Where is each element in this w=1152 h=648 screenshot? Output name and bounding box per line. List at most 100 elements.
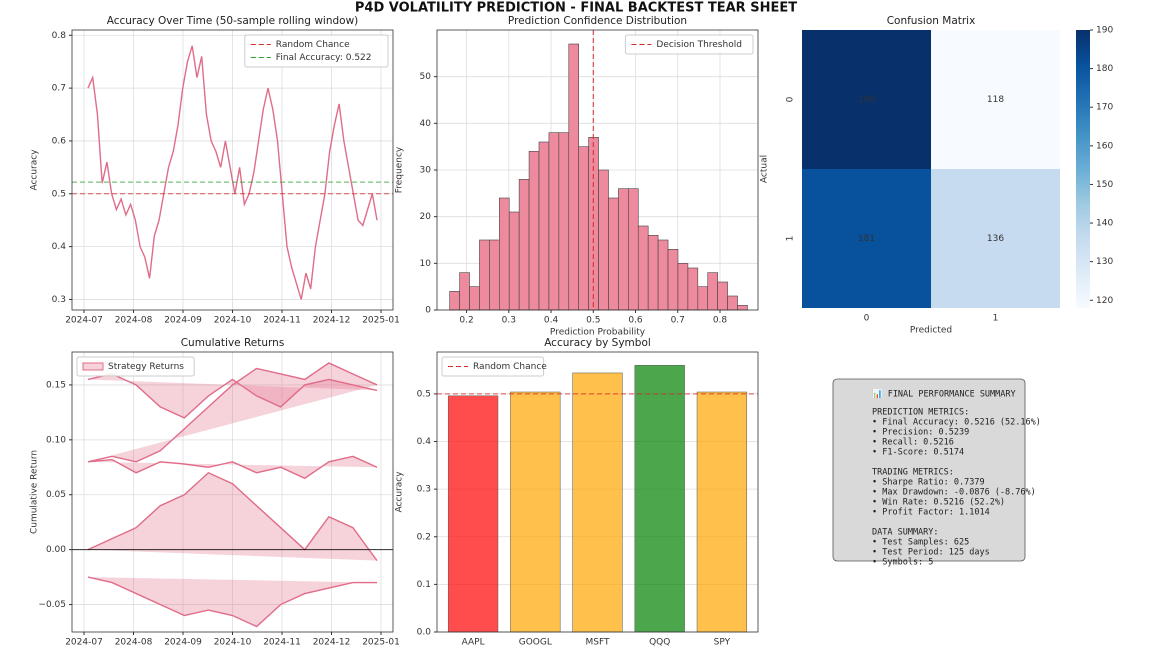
axes-frame (71, 29, 394, 311)
y-axis-label: Accuracy (395, 471, 405, 513)
histogram-bar (528, 151, 540, 311)
histogram-bar (449, 291, 460, 311)
legend-box (441, 356, 545, 377)
axes-frame (436, 351, 759, 633)
y-tick-label: 1 (786, 236, 796, 242)
y-tick-label: 0.5 (52, 189, 66, 199)
legend-label: Final Accuracy: 0.522 (276, 53, 372, 63)
cell-label: 136 (987, 234, 1004, 244)
colorbar-tick-label: 190 (1096, 26, 1113, 36)
y-tick-label: 0.8 (52, 31, 67, 41)
y-tick-label: 0.0 (417, 628, 432, 638)
area (87, 362, 378, 462)
y-tick-label: 0.7 (52, 84, 66, 94)
axes-title: Accuracy Over Time (50-sample rolling wi… (107, 15, 359, 27)
y-tick-label: 20 (420, 212, 432, 222)
x-tick-label: GOOGL (519, 638, 552, 648)
legend-box (244, 34, 389, 68)
histogram-bar (489, 239, 500, 311)
axes-title: Prediction Confidence Distribution (508, 15, 687, 27)
line (87, 576, 378, 628)
heatmap-cell (802, 30, 931, 169)
colorbar-tick-label: 160 (1096, 141, 1113, 151)
histogram-bar (508, 211, 520, 311)
x-tick-label: 0 (864, 314, 870, 324)
summary-title: 📊 FINAL PERFORMANCE SUMMARY (872, 389, 1016, 400)
area (87, 577, 378, 627)
colorbar-tick-label: 120 (1096, 296, 1113, 306)
y-tick-label: 0.3 (417, 485, 431, 495)
y-tick-label: 10 (420, 259, 432, 269)
x-axis-label: Predicted (910, 326, 952, 336)
histogram-bar (538, 141, 550, 311)
summary-line: • Test Samples: 625 (872, 538, 969, 548)
histogram-bar (548, 132, 560, 311)
x-tick-label: 0.2 (459, 316, 473, 326)
legend-box (624, 34, 754, 55)
legend-label: Strategy Returns (108, 362, 184, 372)
colorbar-tick-label: 170 (1096, 103, 1113, 113)
axes-frame (71, 351, 394, 633)
y-tick-label: 0.00 (46, 545, 66, 555)
axes-title: Cumulative Returns (181, 337, 285, 349)
histogram-bar (518, 179, 530, 311)
x-tick-label: 2024-11 (263, 638, 301, 648)
axes-title: Confusion Matrix (887, 15, 976, 27)
histogram-bar (717, 281, 728, 311)
area (87, 456, 378, 479)
histogram-bar (568, 43, 580, 311)
y-tick-label: 0 (786, 96, 796, 102)
axes-title: Accuracy by Symbol (544, 337, 651, 349)
axes-frame (436, 29, 759, 311)
y-tick-label: −0.05 (38, 600, 66, 610)
colorbar-tick-label: 140 (1096, 219, 1113, 229)
summary-heading: PREDICTION METRICS: (872, 408, 969, 418)
y-tick-label: 0.5 (417, 389, 431, 399)
x-tick-label: 2024-11 (263, 316, 301, 326)
x-tick-label: 2024-12 (313, 638, 351, 648)
x-tick-label: 2024-08 (115, 316, 153, 326)
legend-swatch (82, 362, 104, 371)
bar (510, 391, 561, 633)
x-tick-label: 0.3 (502, 316, 516, 326)
y-tick-label: 0.3 (52, 295, 66, 305)
x-axis-label: Prediction Probability (550, 328, 646, 338)
bar (572, 372, 623, 633)
histogram-bar (498, 197, 510, 311)
heatmap-cell (931, 30, 1060, 169)
y-tick-label: 40 (420, 119, 432, 129)
x-tick-label: SPY (714, 638, 731, 648)
summary-line: • Win Rate: 0.5216 (52.2%) (872, 498, 1005, 508)
histogram-bar (647, 235, 659, 311)
histogram-bar (578, 146, 589, 311)
line (87, 471, 378, 562)
y-tick-label: 0.1 (417, 580, 431, 590)
histogram-bar (707, 272, 718, 311)
legend-label: Random Chance (276, 40, 350, 50)
histogram-bar (677, 263, 689, 311)
y-tick-label: 0 (425, 306, 431, 316)
x-tick-label: 2024-10 (214, 316, 252, 326)
y-tick-label: 0.2 (417, 532, 431, 542)
x-tick-label: AAPL (462, 638, 485, 648)
histogram-bar (667, 249, 679, 311)
x-tick-label: 2025-01 (362, 316, 400, 326)
summary-line: • Test Period: 125 days (872, 548, 990, 558)
x-tick-label: 2024-08 (115, 638, 153, 648)
y-axis-label: Actual (760, 155, 770, 183)
line (87, 455, 378, 480)
x-tick-label: 0.5 (586, 316, 600, 326)
figure-title: P4D VOLATILITY PREDICTION - FINAL BACKTE… (355, 1, 797, 16)
histogram-bar (637, 225, 649, 311)
summary-heading: DATA SUMMARY: (872, 528, 939, 538)
summary-line: • Sharpe Ratio: 0.7379 (872, 478, 985, 488)
histogram-bar (687, 267, 699, 311)
summary-line: • Recall: 0.5216 (872, 438, 954, 448)
histogram-bar (558, 132, 570, 311)
summary-box (832, 378, 1026, 562)
summary-heading: TRADING METRICS: (872, 468, 954, 478)
legend-box (76, 356, 195, 377)
cell-label: 118 (987, 95, 1004, 105)
cell-label: 181 (858, 234, 875, 244)
